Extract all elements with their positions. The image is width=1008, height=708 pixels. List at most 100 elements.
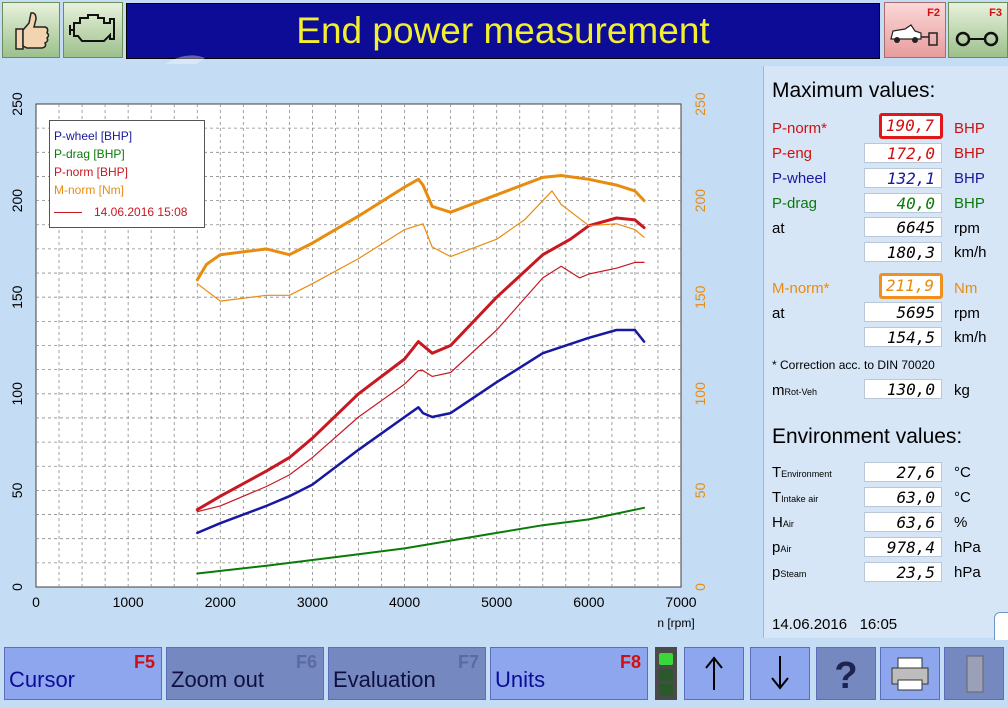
- p-eng-label: P-eng: [772, 145, 813, 162]
- print-button[interactable]: [880, 647, 940, 700]
- at-speed-unit-1: km/h: [954, 244, 987, 261]
- legend-date: 14.06.2016 15:08: [94, 205, 188, 219]
- env-label-h-air: HAir: [772, 514, 794, 531]
- car-dyno-button[interactable]: F2: [884, 2, 946, 58]
- y-right-tick-label: 250: [692, 92, 708, 116]
- cursor-key-label: F5: [133, 652, 155, 672]
- env-unit-t-intake: °C: [954, 489, 971, 506]
- arrow-down-button[interactable]: [750, 647, 810, 700]
- x-tick-label: 3000: [297, 594, 328, 610]
- y-right-tick-label: 50: [692, 482, 708, 498]
- time-text: 16:05: [859, 616, 898, 633]
- y-left-tick-label: 150: [9, 285, 25, 309]
- legend-p-norm: P-norm [BHP]: [54, 165, 129, 179]
- y-right-tick-label: 150: [692, 285, 708, 309]
- env-unit-h-air: %: [954, 514, 968, 531]
- legend-p-drag: P-drag [BHP]: [54, 147, 125, 161]
- status-light: [655, 647, 677, 700]
- env-label-p-air: pAir: [772, 539, 792, 556]
- y-right-tick-label: 100: [692, 382, 708, 406]
- help-button[interactable]: ?: [816, 647, 876, 700]
- at-rpm-value-1: 6645: [864, 217, 942, 237]
- at-rpm-unit-2: rpm: [954, 305, 980, 322]
- units-button-label: Units: [495, 667, 546, 692]
- x-tick-label: 4000: [389, 594, 420, 610]
- series-line-2: [195, 216, 646, 512]
- at-speed-value-1: 180,3: [864, 242, 942, 262]
- y-left-tick-label: 100: [9, 382, 25, 406]
- at-rpm-value-2: 5695: [864, 302, 942, 322]
- at-speed-value-2: 154,5: [864, 327, 942, 347]
- evaluation-button[interactable]: F7 Evaluation: [328, 647, 486, 700]
- env-values-heading: Environment values:: [772, 425, 963, 448]
- zoom-out-button[interactable]: F6 Zoom out: [166, 647, 324, 700]
- p-eng-value: 172,0: [864, 143, 942, 163]
- y-left-tick-label: 200: [9, 189, 25, 213]
- p-eng-unit: BHP: [954, 145, 985, 162]
- p-wheel-unit: BHP: [954, 170, 985, 187]
- series-line-4: [195, 174, 646, 282]
- exit-button[interactable]: [944, 647, 1004, 700]
- door-icon: [966, 655, 984, 693]
- legend-date-line: [54, 212, 82, 213]
- p-wheel-label: P-wheel: [772, 170, 827, 187]
- correction-note: * Correction acc. to DIN 70020: [772, 358, 935, 372]
- y-left-tick-label: 50: [9, 482, 25, 498]
- at-speed-unit-2: km/h: [954, 329, 987, 346]
- arrow-up-button[interactable]: [684, 647, 744, 700]
- car-on-dyno-icon: [890, 24, 938, 46]
- series-line-3: [196, 261, 645, 513]
- y-right-tick-label: 0: [692, 583, 708, 591]
- cursor-button[interactable]: F5 Cursor: [4, 647, 162, 700]
- p-norm-unit: BHP: [954, 120, 985, 137]
- p-drag-value: 40,0: [864, 193, 942, 213]
- thumbs-up-button[interactable]: [2, 2, 60, 58]
- env-value-h-air: 63,6: [864, 512, 942, 532]
- arrow-down-icon: [771, 656, 789, 690]
- series-line-5: [196, 190, 645, 302]
- p-drag-unit: BHP: [954, 195, 985, 212]
- top-bar: End power measurement F2 F3: [0, 0, 1008, 62]
- question-icon: ?: [834, 655, 857, 697]
- thumbs-up-icon: [15, 12, 50, 50]
- svg-text:?: ?: [834, 655, 857, 697]
- x-tick-label: 1000: [113, 594, 144, 610]
- max-values-heading: Maximum values:: [772, 79, 936, 102]
- power-chart[interactable]: 0 1000 2000 3000 4000 5000 6000 700005010015020…: [0, 64, 760, 638]
- printer-icon: [891, 657, 929, 691]
- env-unit-p-air: hPa: [954, 539, 981, 556]
- engine-icon: [69, 14, 115, 42]
- x-tick-label: 6000: [573, 594, 604, 610]
- legend-m-norm: M-norm [Nm]: [54, 183, 124, 197]
- series-line-0: [196, 328, 646, 535]
- x-axis-label: n [rpm]: [657, 616, 694, 630]
- series-line-1: [196, 506, 646, 575]
- status-light-green: [659, 653, 673, 665]
- y-left-tick-label: 0: [9, 583, 25, 591]
- at-label-2: at: [772, 305, 785, 322]
- legend-p-wheel: P-wheel [BHP]: [54, 129, 133, 143]
- units-button[interactable]: F8 Units: [490, 647, 648, 700]
- m-norm-label: M-norm*: [772, 280, 830, 297]
- at-label-1: at: [772, 220, 785, 237]
- env-label-p-steam: pSteam: [772, 564, 807, 581]
- f3-key-label: F3: [989, 7, 1002, 19]
- rollers-button[interactable]: F3: [948, 2, 1008, 58]
- m-rot-label: mRot-Veh: [772, 382, 818, 399]
- f2-key-label: F2: [927, 7, 940, 19]
- x-tick-label: 0: [32, 594, 40, 610]
- p-norm-value: 190,7: [879, 113, 943, 139]
- engine-button[interactable]: [63, 2, 123, 58]
- p-wheel-value: 132,1: [864, 168, 942, 188]
- evaluation-key-label: F7: [457, 652, 479, 672]
- evaluation-button-label: Evaluation: [333, 667, 436, 692]
- zoom-out-button-label: Zoom out: [171, 667, 264, 692]
- m-norm-unit: Nm: [954, 280, 978, 297]
- env-value-t-intake: 63,0: [864, 487, 942, 507]
- m-rot-value: 130,0: [864, 379, 942, 399]
- rollers-icon: [955, 31, 999, 47]
- env-value-t-environment: 27,6: [864, 462, 942, 482]
- env-value-p-steam: 23,5: [864, 562, 942, 582]
- m-norm-value: 211,9: [879, 273, 943, 299]
- at-rpm-unit-1: rpm: [954, 220, 980, 237]
